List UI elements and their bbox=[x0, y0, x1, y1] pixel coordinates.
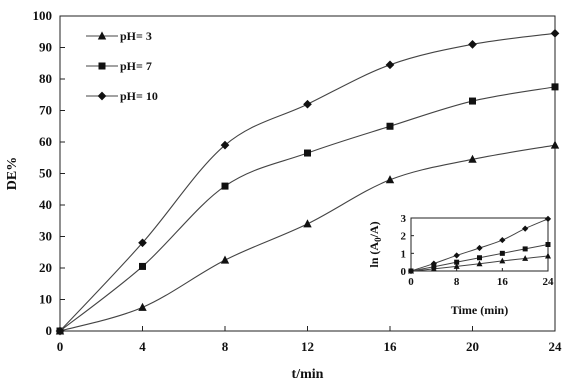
inset-y-tick-label: 1 bbox=[401, 248, 407, 260]
series-line-square bbox=[59, 86, 556, 332]
inset-x-tick-label: 0 bbox=[408, 276, 414, 288]
y-tick-label: 50 bbox=[39, 166, 52, 181]
inset-data-point-square bbox=[477, 255, 482, 261]
inset-data-point-triangle bbox=[453, 263, 460, 269]
inset-data-point-diamond bbox=[522, 225, 529, 232]
inset-y-axis-title-main: ln (A bbox=[367, 242, 381, 268]
data-point-triangle bbox=[385, 175, 395, 184]
y-tick-label: 80 bbox=[39, 71, 52, 86]
x-tick-label: 20 bbox=[466, 339, 479, 354]
inset-data-point-square bbox=[499, 250, 505, 256]
data-point-square bbox=[386, 122, 394, 130]
data-point-triangle bbox=[550, 140, 560, 149]
data-point-triangle bbox=[468, 154, 477, 163]
legend-label-square: pH= 7 bbox=[120, 59, 152, 73]
data-point-square bbox=[304, 149, 311, 157]
data-point-diamond bbox=[138, 238, 147, 248]
inset-y-tick-label: 0 bbox=[401, 266, 407, 278]
data-point-triangle bbox=[303, 219, 312, 228]
y-tick-label: 10 bbox=[39, 292, 52, 307]
legend-marker-square bbox=[98, 62, 106, 70]
inset-data-point-square bbox=[522, 246, 528, 252]
inset-data-point-diamond bbox=[476, 244, 483, 252]
inset-y-tick-label: 3 bbox=[401, 213, 407, 225]
data-point-diamond bbox=[220, 140, 230, 150]
data-point-triangle bbox=[220, 255, 230, 264]
inset-y-tick-label: 2 bbox=[401, 231, 407, 243]
data-point-diamond bbox=[55, 326, 65, 336]
y-tick-label: 40 bbox=[39, 197, 52, 212]
y-tick-label: 100 bbox=[33, 8, 53, 23]
y-tick-label: 20 bbox=[39, 260, 52, 275]
x-tick-label: 24 bbox=[549, 339, 563, 354]
x-axis-title: t/min bbox=[292, 367, 324, 382]
inset-x-tick-label: 8 bbox=[454, 276, 460, 288]
inset-y-axis-title-subscript: 0 bbox=[373, 237, 383, 242]
y-tick-label: 0 bbox=[46, 323, 53, 338]
inset-data-point-triangle bbox=[545, 252, 551, 259]
inset-y-axis-title-end: /A) bbox=[367, 221, 381, 238]
y-axis-title: DE% bbox=[5, 157, 20, 190]
data-point-square bbox=[551, 83, 559, 91]
inset-data-point-diamond bbox=[407, 267, 415, 275]
y-tick-label: 30 bbox=[39, 229, 52, 244]
x-tick-label: 4 bbox=[139, 339, 146, 354]
inset-data-point-square bbox=[545, 242, 551, 247]
inset-data-point-triangle bbox=[522, 255, 529, 261]
legend-marker-diamond bbox=[97, 91, 107, 101]
data-point-diamond bbox=[385, 60, 395, 70]
inset-data-point-diamond bbox=[453, 252, 460, 259]
inset-y-axis-title: ln (A0/A) bbox=[367, 221, 383, 267]
data-point-square bbox=[469, 97, 476, 105]
inset-data-point-diamond bbox=[499, 236, 506, 244]
data-point-diamond bbox=[550, 28, 560, 38]
inset-data-point-diamond bbox=[544, 215, 552, 222]
y-tick-label: 70 bbox=[39, 103, 52, 118]
y-tick-label: 90 bbox=[39, 40, 52, 55]
legend-label-triangle: pH= 3 bbox=[120, 29, 152, 43]
data-point-diamond bbox=[303, 99, 312, 109]
x-tick-label: 16 bbox=[384, 339, 398, 354]
inset-x-axis-title: Time (min) bbox=[451, 303, 508, 317]
data-point-square bbox=[221, 182, 229, 190]
inset-x-tick-label: 24 bbox=[543, 276, 555, 288]
inset-data-point-triangle bbox=[499, 257, 506, 264]
x-tick-label: 0 bbox=[57, 339, 64, 354]
y-tick-label: 60 bbox=[39, 134, 52, 149]
data-point-square bbox=[139, 262, 146, 270]
x-tick-label: 12 bbox=[301, 339, 314, 354]
inset-data-point-triangle bbox=[476, 260, 483, 267]
inset-x-tick-label: 16 bbox=[497, 276, 509, 288]
legend-marker-triangle bbox=[97, 31, 107, 40]
data-point-triangle bbox=[138, 302, 147, 311]
inset-data-point-square bbox=[454, 259, 460, 265]
inset-data-point-diamond bbox=[430, 260, 437, 267]
data-point-diamond bbox=[468, 40, 477, 49]
series-line-diamond bbox=[59, 32, 556, 332]
x-tick-label: 8 bbox=[222, 339, 229, 354]
inset-data-point-square bbox=[431, 264, 437, 270]
legend-label-diamond: pH= 10 bbox=[120, 89, 158, 103]
